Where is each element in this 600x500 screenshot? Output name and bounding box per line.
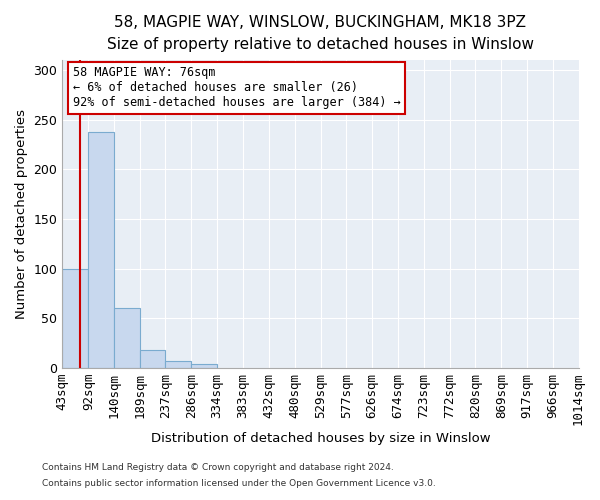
Title: 58, MAGPIE WAY, WINSLOW, BUCKINGHAM, MK18 3PZ
Size of property relative to detac: 58, MAGPIE WAY, WINSLOW, BUCKINGHAM, MK1…	[107, 15, 534, 52]
Bar	[62, 268, 88, 368]
Bar	[114, 308, 140, 368]
Y-axis label: Number of detached properties: Number of detached properties	[15, 109, 28, 319]
Text: Contains public sector information licensed under the Open Government Licence v3: Contains public sector information licen…	[42, 478, 436, 488]
Bar	[166, 361, 191, 368]
X-axis label: Distribution of detached houses by size in Winslow: Distribution of detached houses by size …	[151, 432, 490, 445]
Bar	[88, 132, 114, 368]
Bar	[191, 364, 217, 368]
Text: Contains HM Land Registry data © Crown copyright and database right 2024.: Contains HM Land Registry data © Crown c…	[42, 464, 394, 472]
Text: 58 MAGPIE WAY: 76sqm
← 6% of detached houses are smaller (26)
92% of semi-detach: 58 MAGPIE WAY: 76sqm ← 6% of detached ho…	[73, 66, 400, 110]
Bar	[140, 350, 166, 368]
